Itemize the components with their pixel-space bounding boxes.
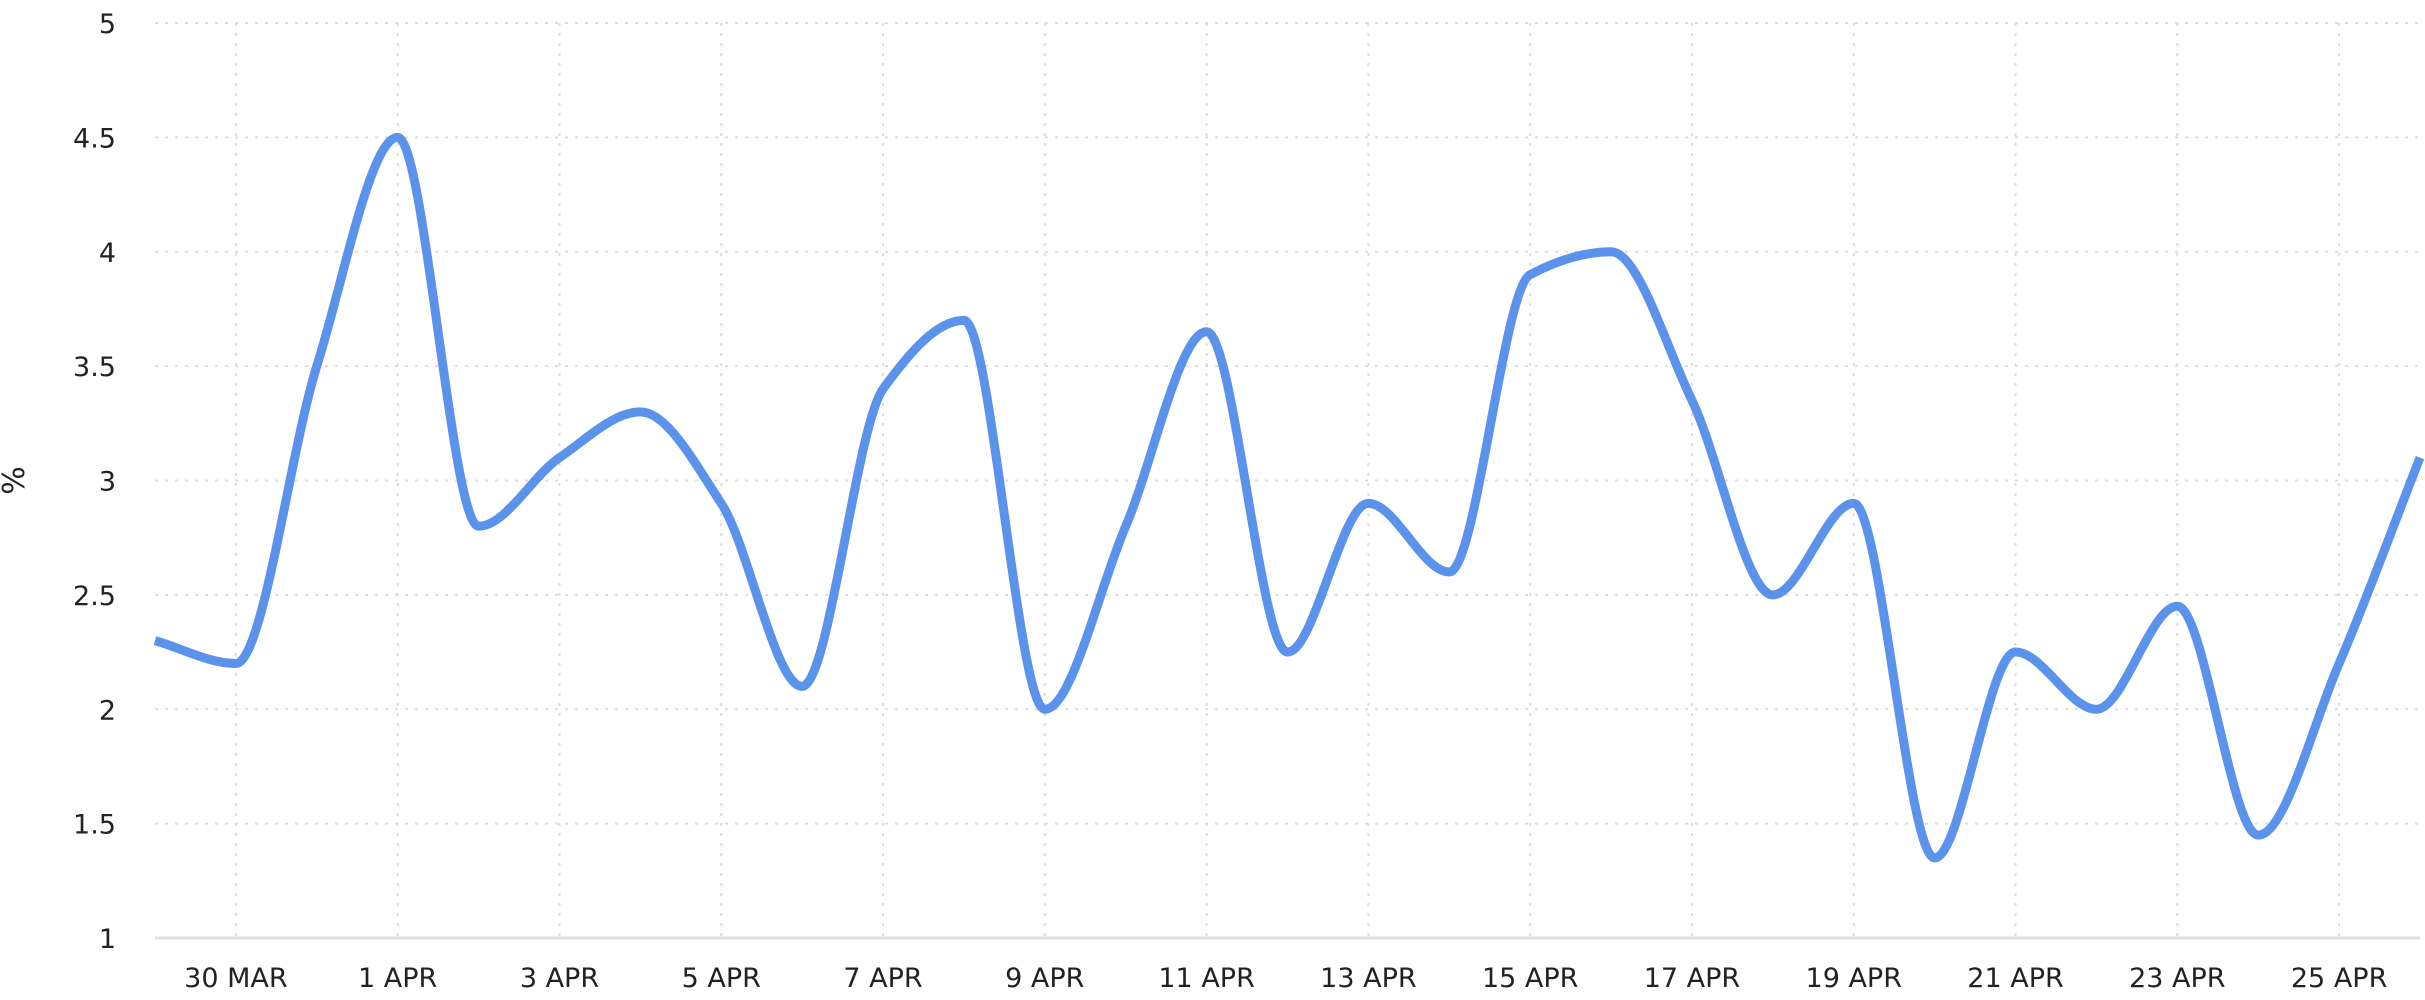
y-tick-label: 1.5	[73, 810, 116, 841]
x-tick-label: 1 APR	[358, 963, 437, 994]
y-tick-label: 3.5	[73, 352, 116, 383]
series	[153, 132, 2425, 863]
series-line	[153, 132, 2425, 863]
gridlines	[155, 22, 2420, 938]
y-tick-label: 2.5	[73, 581, 116, 612]
x-tick-label: 15 APR	[1482, 963, 1578, 994]
x-tick-label: 17 APR	[1644, 963, 1740, 994]
x-tick-label: 21 APR	[1967, 963, 2063, 994]
x-tick-label: 13 APR	[1320, 963, 1416, 994]
y-tick-label: 4.5	[73, 123, 116, 154]
y-tick-label: 2	[99, 695, 116, 726]
tick-labels: 1 1.5 2 2.5 3 3.5 4 4.5 5 30 MAR 1 APR 3 APR 5 APR 7 …	[73, 9, 2387, 994]
x-tick-label: 11 APR	[1158, 963, 1254, 994]
y-tick-label: 5	[99, 9, 116, 40]
x-tick-label: 25 APR	[2291, 963, 2387, 994]
y-axis-title: %	[0, 466, 32, 495]
x-tick-label: 23 APR	[2129, 963, 2225, 994]
x-tick-label: 9 APR	[1005, 963, 1084, 994]
x-tick-label: 19 APR	[1806, 963, 1902, 994]
x-tick-label: 30 MAR	[184, 963, 287, 994]
y-tick-label: 1	[99, 924, 116, 955]
x-tick-label: 3 APR	[520, 963, 599, 994]
y-tick-label: 4	[99, 238, 116, 269]
x-tick-label: 5 APR	[682, 963, 761, 994]
x-tick-label: 7 APR	[843, 963, 922, 994]
y-tick-label: 3	[99, 467, 116, 498]
